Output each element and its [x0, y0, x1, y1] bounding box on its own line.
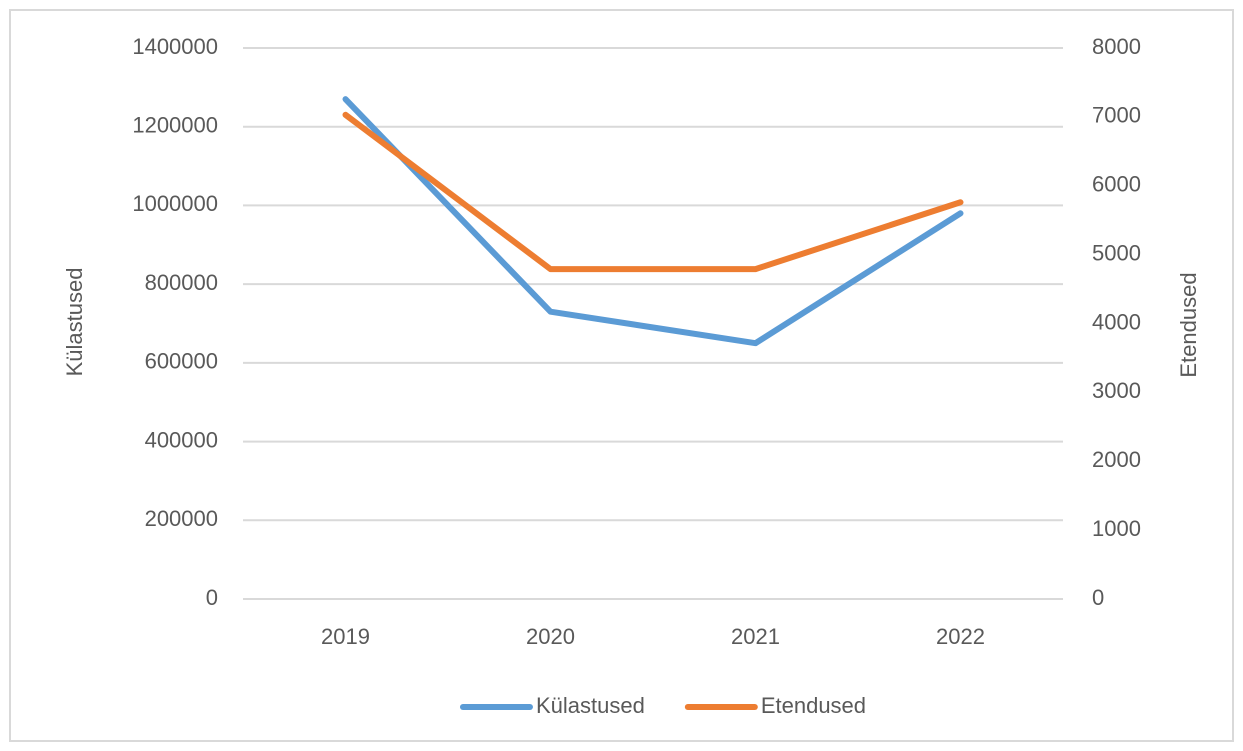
y2-tick-label: 1000	[1092, 516, 1141, 541]
x-tick-label: 2020	[526, 624, 575, 649]
y-tick-label: 200000	[145, 506, 218, 531]
y-tick-label: 800000	[145, 270, 218, 295]
x-tick-label: 2019	[321, 624, 370, 649]
y2-tick-label: 3000	[1092, 378, 1141, 403]
legend-label: Etendused	[761, 693, 866, 718]
y-tick-label: 400000	[145, 427, 218, 452]
y2-axis-title: Etendused	[1176, 272, 1201, 377]
y-tick-label: 1000000	[132, 191, 218, 216]
y-tick-label: 1400000	[132, 34, 218, 59]
y-tick-label: 1200000	[132, 113, 218, 138]
y2-tick-label: 7000	[1092, 103, 1141, 128]
chart-frame	[9, 9, 1234, 742]
series-line	[342, 96, 964, 347]
legend-label: Külastused	[536, 693, 645, 718]
y2-tick-label: 2000	[1092, 447, 1141, 472]
y2-tick-label: 5000	[1092, 240, 1141, 265]
x-tick-label: 2022	[936, 624, 985, 649]
x-tick-label: 2021	[731, 624, 780, 649]
y2-tick-label: 8000	[1092, 34, 1141, 59]
y2-tick-label: 6000	[1092, 172, 1141, 197]
y2-tick-label: 4000	[1092, 309, 1141, 334]
y-tick-label: 0	[206, 585, 218, 610]
y-tick-label: 600000	[145, 349, 218, 374]
y-axis-title: Külastused	[62, 268, 87, 377]
series-line	[342, 111, 964, 273]
y2-tick-label: 0	[1092, 585, 1104, 610]
